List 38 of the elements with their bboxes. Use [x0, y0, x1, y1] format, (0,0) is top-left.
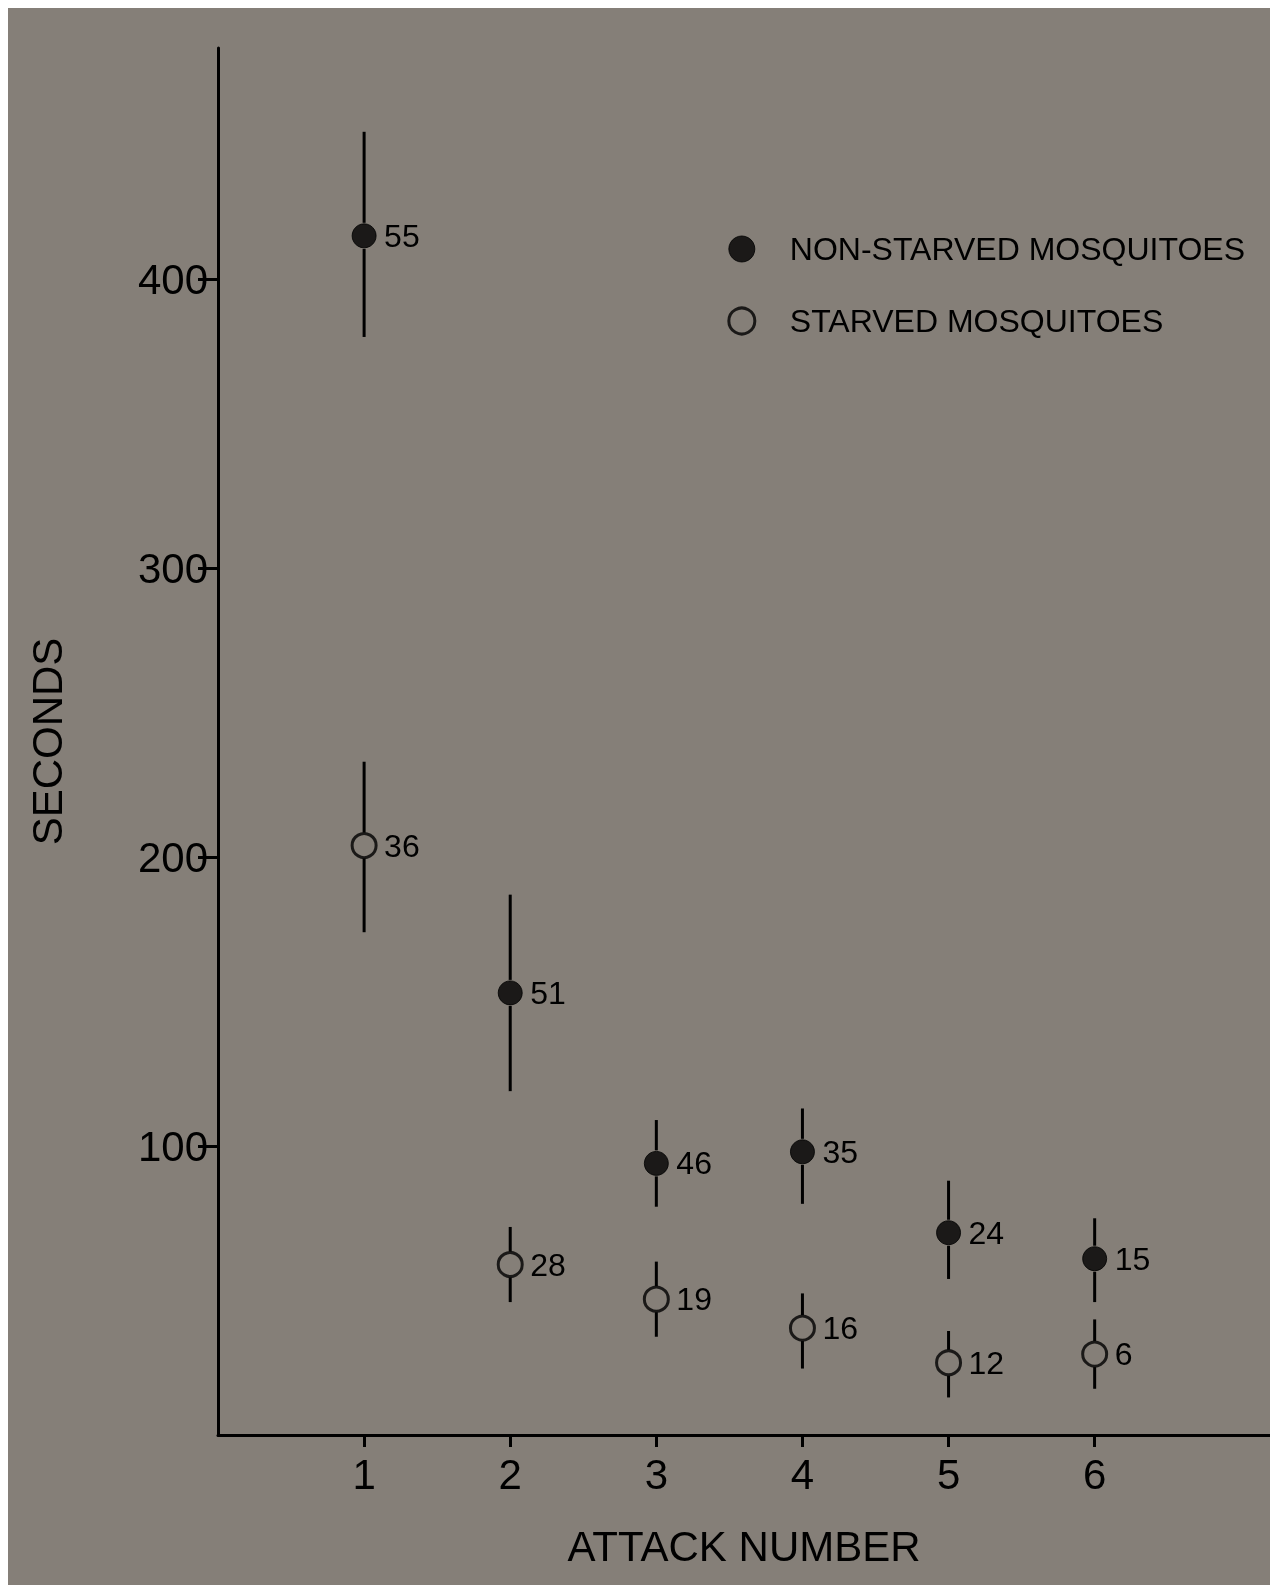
- point: [351, 223, 377, 249]
- point: [642, 1285, 670, 1313]
- annotation: 36: [384, 827, 420, 864]
- point: [497, 980, 523, 1006]
- y-tick-label: 300: [137, 544, 208, 592]
- y-tick-label: 200: [137, 833, 208, 881]
- point: [496, 1251, 524, 1279]
- annotation: 24: [968, 1214, 1005, 1251]
- x-tick-label: 4: [790, 1450, 815, 1498]
- point: [1081, 1340, 1109, 1368]
- annotation: 16: [822, 1310, 859, 1347]
- point: [935, 1349, 963, 1377]
- annotation: 46: [676, 1145, 712, 1182]
- annotation: 51: [530, 974, 566, 1011]
- annotation: 12: [968, 1344, 1005, 1381]
- y-tick-label: 100: [137, 1122, 208, 1170]
- point: [788, 1314, 816, 1342]
- point: [936, 1220, 962, 1246]
- y-tick-label: 400: [137, 255, 208, 303]
- annotation: 35: [822, 1133, 859, 1170]
- point: [789, 1139, 815, 1165]
- annotation: 55: [384, 217, 420, 254]
- annotation: 6: [1114, 1336, 1133, 1373]
- annotation: 15: [1114, 1240, 1151, 1277]
- point: [643, 1150, 669, 1176]
- x-tick-label: 3: [644, 1450, 669, 1498]
- legend-label: NON-STARVED MOSQUITOES: [789, 231, 1245, 267]
- annotation: 28: [530, 1246, 566, 1283]
- annotation: 19: [676, 1281, 712, 1318]
- y-axis-title: SECONDS: [23, 637, 71, 846]
- x-axis-title: ATTACK NUMBER: [567, 1522, 921, 1570]
- x-tick-label: 6: [1082, 1450, 1107, 1498]
- x-tick-label: 2: [498, 1450, 522, 1498]
- legend-label: STARVED MOSQUITOES: [789, 303, 1164, 339]
- x-tick-label: 5: [936, 1450, 961, 1498]
- point: [1082, 1246, 1108, 1272]
- point: [350, 832, 378, 860]
- x-tick-label: 1: [352, 1450, 376, 1498]
